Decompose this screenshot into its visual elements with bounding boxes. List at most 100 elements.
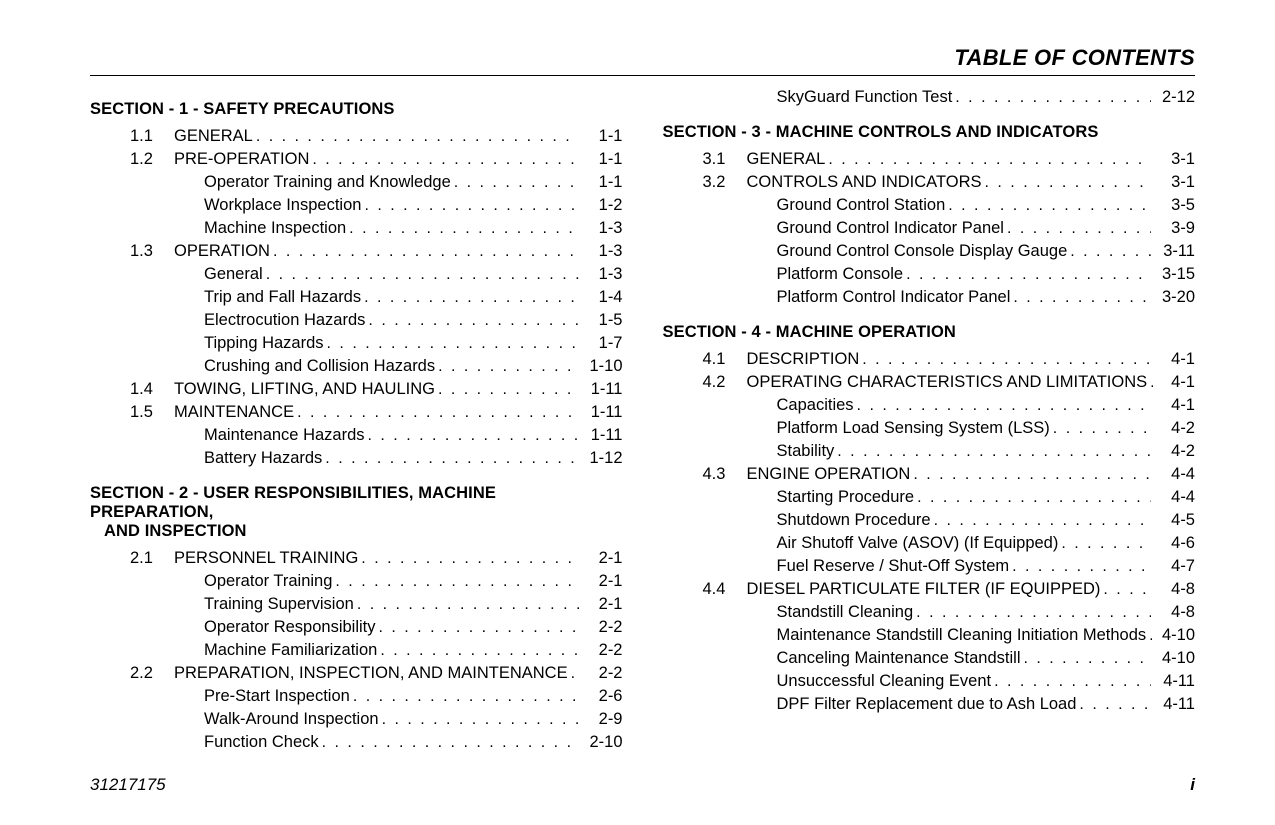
toc-subentry: General. . . . . . . . . . . . . . . . .… bbox=[90, 263, 623, 286]
toc-entry: 4.4DIESEL PARTICULATE FILTER (IF EQUIPPE… bbox=[663, 578, 1196, 601]
toc-leader-dots: . . . . . . . . . . . . . . . . . . . . … bbox=[568, 662, 579, 685]
toc-leader-dots: . . . . . . . . . . . . . . . . . . . . … bbox=[1004, 217, 1151, 240]
toc-entry-label-wrap: Training Supervision. . . . . . . . . . … bbox=[174, 593, 579, 616]
toc-entry-page: 1-3 bbox=[579, 240, 623, 263]
toc-entry-page: 4-1 bbox=[1151, 371, 1195, 394]
footer-page-number: i bbox=[1190, 775, 1195, 795]
toc-entry-label-wrap: Capacities. . . . . . . . . . . . . . . … bbox=[747, 394, 1152, 417]
toc-subentry: Standstill Cleaning. . . . . . . . . . .… bbox=[663, 601, 1196, 624]
toc-subentry: Function Check. . . . . . . . . . . . . … bbox=[90, 731, 623, 754]
toc-entry-label-wrap: Tipping Hazards. . . . . . . . . . . . .… bbox=[174, 332, 579, 355]
toc-entry-label-wrap: Pre-Start Inspection. . . . . . . . . . … bbox=[174, 685, 579, 708]
toc-entry-page: 1-11 bbox=[579, 401, 623, 424]
toc-entry-label-wrap: SkyGuard Function Test. . . . . . . . . … bbox=[747, 86, 1152, 109]
toc-entry-label-wrap: GENERAL. . . . . . . . . . . . . . . . .… bbox=[174, 125, 579, 148]
toc-entry-page: 2-6 bbox=[579, 685, 623, 708]
toc-entry-number: 1.4 bbox=[90, 378, 174, 401]
toc-section-title: SECTION - 4 - MACHINE OPERATION bbox=[663, 323, 956, 341]
toc-entry: 2.1PERSONNEL TRAINING. . . . . . . . . .… bbox=[90, 547, 623, 570]
toc-entry-label-wrap: DESCRIPTION. . . . . . . . . . . . . . .… bbox=[747, 348, 1152, 371]
toc-entry-label: Canceling Maintenance Standstill bbox=[777, 647, 1021, 670]
toc-entry-label: DIESEL PARTICULATE FILTER (IF EQUIPPED) bbox=[747, 578, 1101, 601]
toc-entry-label-wrap: Air Shutoff Valve (ASOV) (If Equipped). … bbox=[747, 532, 1152, 555]
toc-entry-page: 4-7 bbox=[1151, 555, 1195, 578]
toc-subentry: Maintenance Hazards. . . . . . . . . . .… bbox=[90, 424, 623, 447]
toc-entry-label-wrap: Battery Hazards. . . . . . . . . . . . .… bbox=[174, 447, 579, 470]
toc-entry-label: Shutdown Procedure bbox=[777, 509, 931, 532]
toc-leader-dots: . . . . . . . . . . . . . . . . . . . . … bbox=[451, 171, 579, 194]
toc-entry-label: Machine Inspection bbox=[204, 217, 346, 240]
toc-columns: SECTION - 1 - SAFETY PRECAUTIONS1.1GENER… bbox=[90, 86, 1195, 754]
toc-entry-label-wrap: OPERATING CHARACTERISTICS AND LIMITATION… bbox=[747, 371, 1152, 394]
toc-entry-label: MAINTENANCE bbox=[174, 401, 294, 424]
header-rule bbox=[90, 75, 1195, 76]
toc-leader-dots: . . . . . . . . . . . . . . . . . . . . … bbox=[859, 348, 1151, 371]
toc-subentry: Ground Control Indicator Panel. . . . . … bbox=[663, 217, 1196, 240]
toc-leader-dots: . . . . . . . . . . . . . . . . . . . . … bbox=[1100, 578, 1151, 601]
toc-leader-dots: . . . . . . . . . . . . . . . . . . . . … bbox=[294, 401, 578, 424]
toc-entry-label-wrap: Unsuccessful Cleaning Event. . . . . . .… bbox=[747, 670, 1152, 693]
toc-entry-label-wrap: Starting Procedure. . . . . . . . . . . … bbox=[747, 486, 1152, 509]
toc-entry-number: 1.1 bbox=[90, 125, 174, 148]
footer-doc-id: 31217175 bbox=[90, 775, 166, 795]
toc-entry-page: 2-12 bbox=[1151, 86, 1195, 109]
toc-entry-number: 4.2 bbox=[663, 371, 747, 394]
toc-entry-page: 1-2 bbox=[579, 194, 623, 217]
toc-entry-label-wrap: Workplace Inspection. . . . . . . . . . … bbox=[174, 194, 579, 217]
toc-entry: 3.2CONTROLS AND INDICATORS. . . . . . . … bbox=[663, 171, 1196, 194]
toc-entry-page: 1-3 bbox=[579, 217, 623, 240]
toc-entry-page: 4-10 bbox=[1151, 624, 1195, 647]
toc-entry-page: 4-11 bbox=[1151, 670, 1195, 693]
toc-entry-label: SkyGuard Function Test bbox=[777, 86, 953, 109]
toc-entry-page: 1-12 bbox=[579, 447, 623, 470]
toc-entry-label: Operator Training and Knowledge bbox=[204, 171, 451, 194]
toc-subentry: Training Supervision. . . . . . . . . . … bbox=[90, 593, 623, 616]
toc-leader-dots: . . . . . . . . . . . . . . . . . . . . … bbox=[376, 616, 579, 639]
toc-entry-label: Ground Control Indicator Panel bbox=[777, 217, 1004, 240]
toc-entry-label-wrap: Platform Control Indicator Panel. . . . … bbox=[747, 286, 1152, 309]
toc-entry-label-wrap: Platform Console. . . . . . . . . . . . … bbox=[747, 263, 1152, 286]
toc-entry-label-wrap: Platform Load Sensing System (LSS). . . … bbox=[747, 417, 1152, 440]
toc-entry-label-wrap: Standstill Cleaning. . . . . . . . . . .… bbox=[747, 601, 1152, 624]
toc-entry-label-wrap: ENGINE OPERATION. . . . . . . . . . . . … bbox=[747, 463, 1152, 486]
toc-subentry: Starting Procedure. . . . . . . . . . . … bbox=[663, 486, 1196, 509]
toc-subentry: Tipping Hazards. . . . . . . . . . . . .… bbox=[90, 332, 623, 355]
toc-entry-label-wrap: Electrocution Hazards. . . . . . . . . .… bbox=[174, 309, 579, 332]
toc-entry-label-wrap: Maintenance Hazards. . . . . . . . . . .… bbox=[174, 424, 579, 447]
toc-entry-label: Tipping Hazards bbox=[204, 332, 324, 355]
toc-section-heading: SECTION - 2 - USER RESPONSIBILITIES, MAC… bbox=[90, 484, 623, 541]
toc-entry-label: Function Check bbox=[204, 731, 319, 754]
toc-subentry: Operator Responsibility. . . . . . . . .… bbox=[90, 616, 623, 639]
toc-subentry: Ground Control Station. . . . . . . . . … bbox=[663, 194, 1196, 217]
toc-entry-label: Unsuccessful Cleaning Event bbox=[777, 670, 992, 693]
toc-column-right: SkyGuard Function Test . . . . . . . . . … bbox=[663, 86, 1196, 754]
toc-entry-label: GENERAL bbox=[174, 125, 253, 148]
toc-entry-page: 4-4 bbox=[1151, 463, 1195, 486]
toc-entry-number: 4.4 bbox=[663, 578, 747, 601]
toc-entry-label-wrap: Walk-Around Inspection. . . . . . . . . … bbox=[174, 708, 579, 731]
toc-leader-dots: . . . . . . . . . . . . . . . . . . . . … bbox=[1067, 240, 1151, 263]
toc-entry-page: 2-10 bbox=[579, 731, 623, 754]
toc-subentry: Machine Inspection. . . . . . . . . . . … bbox=[90, 217, 623, 240]
toc-entry-page: 4-6 bbox=[1151, 532, 1195, 555]
toc-entry-label: Fuel Reserve / Shut-Off System bbox=[777, 555, 1010, 578]
toc-leader-dots: . . . . . . . . . . . . . . . . . . . . … bbox=[945, 194, 1151, 217]
toc-entry-label-wrap: Crushing and Collision Hazards. . . . . … bbox=[174, 355, 579, 378]
toc-entry-number: 3.1 bbox=[663, 148, 747, 171]
toc-entry-label: Stability bbox=[777, 440, 835, 463]
toc-entry: 1.3OPERATION. . . . . . . . . . . . . . … bbox=[90, 240, 623, 263]
toc-entry-page: 2-9 bbox=[579, 708, 623, 731]
toc-entry-page: 1-1 bbox=[579, 125, 623, 148]
toc-entry-label: General bbox=[204, 263, 263, 286]
toc-subentry: Walk-Around Inspection. . . . . . . . . … bbox=[90, 708, 623, 731]
toc-entry-label: Training Supervision bbox=[204, 593, 354, 616]
page-footer: 31217175 i bbox=[90, 775, 1195, 795]
toc-subentry: DPF Filter Replacement due to Ash Load. … bbox=[663, 693, 1196, 716]
toc-entry: 4.1DESCRIPTION. . . . . . . . . . . . . … bbox=[663, 348, 1196, 371]
toc-leader-dots: . . . . . . . . . . . . . . . . . . . . … bbox=[435, 378, 579, 401]
toc-entry-page: 4-5 bbox=[1151, 509, 1195, 532]
toc-subentry: Fuel Reserve / Shut-Off System. . . . . … bbox=[663, 555, 1196, 578]
toc-entry-label-wrap: Ground Control Console Display Gauge. . … bbox=[747, 240, 1152, 263]
toc-entry-label: Operator Responsibility bbox=[204, 616, 376, 639]
toc-entry-label: Electrocution Hazards bbox=[204, 309, 365, 332]
